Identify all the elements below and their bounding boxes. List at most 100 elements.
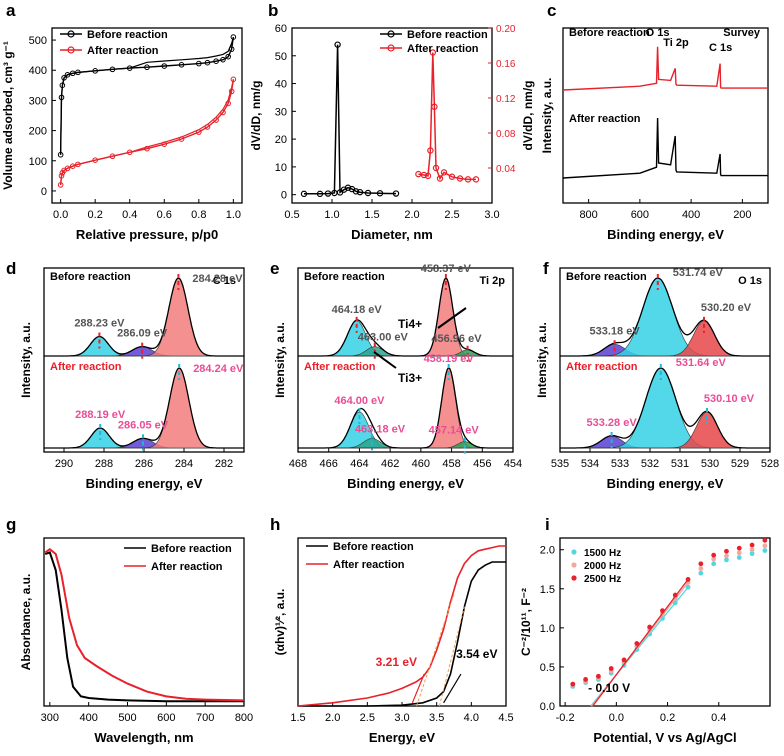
arrow	[373, 351, 397, 369]
data-point	[109, 66, 116, 73]
legend-marker	[387, 44, 395, 52]
series-line	[562, 46, 768, 91]
data-point	[75, 69, 81, 76]
x-tick-label: 290	[55, 458, 73, 470]
fit-peak	[560, 367, 770, 449]
data-point	[57, 182, 64, 188]
data-point	[316, 190, 324, 198]
y-tick-label: 0	[281, 190, 287, 202]
legend-label: Before reaction	[151, 543, 232, 555]
legend-label: 2500 Hz	[584, 574, 621, 585]
plot-frame	[562, 27, 769, 204]
data-point	[749, 542, 755, 548]
data-point	[109, 153, 116, 160]
fit-peak	[298, 438, 513, 449]
desorption-line	[60, 79, 234, 185]
data-point	[472, 176, 480, 183]
data-point	[230, 76, 237, 83]
tangent-line	[416, 593, 455, 707]
panel-h: h 1.5 2.0 2.5 3.0 3.5 4.0 4.5 Energy, eV (αhv)¹⁄²…	[270, 515, 514, 745]
legend-label: After reaction	[87, 45, 159, 57]
panel-d: d 290 288 286 284 282 Binding energy, eV Intens…	[6, 259, 245, 491]
envelope-line	[298, 277, 513, 357]
data-point	[228, 88, 235, 95]
data-point	[431, 103, 438, 110]
data-point	[92, 68, 98, 74]
data-point	[698, 570, 704, 576]
data-point	[420, 171, 428, 179]
x-tick-label: -0.2	[556, 712, 575, 724]
series-label: After reaction	[569, 113, 641, 125]
x-tick-label: 800	[235, 712, 253, 724]
data-point	[356, 188, 364, 196]
data-point	[92, 157, 98, 163]
panel-label: d	[6, 259, 16, 278]
panel-label: b	[268, 1, 278, 20]
x-tick-label: 4.5	[498, 712, 513, 724]
x-tick-label: 2.5	[444, 209, 459, 221]
x-axis-label: Binding energy, eV	[607, 476, 724, 491]
y-tick-label: 0.0	[540, 701, 555, 713]
x-tick-label: 4.0	[464, 712, 479, 724]
panel-e: e 468 466 464 462 460 458 456 454 Binding energy,…	[270, 259, 522, 491]
data-point	[698, 561, 704, 567]
data-point	[749, 547, 755, 553]
legend-marker	[571, 549, 577, 555]
x-axis-label: Energy, eV	[369, 730, 436, 745]
x-tick-label: 1.0	[324, 209, 339, 221]
data-point	[711, 556, 717, 562]
peak-label: 284.28 eV	[192, 273, 243, 285]
data-point	[300, 190, 308, 198]
y2-tick-label: 0.04	[496, 164, 516, 175]
y-axis-label: Intensity, a.u.	[535, 322, 549, 398]
x-tick-label: 0.8	[191, 209, 206, 221]
data-point	[59, 82, 66, 89]
panel-title: O 1s	[738, 275, 762, 287]
peak-label: 458.37 eV	[421, 263, 472, 275]
plot-frame	[297, 267, 514, 453]
peak-label: 286.09 eV	[117, 328, 168, 340]
panel-label: f	[543, 259, 549, 278]
x-tick-label: 2.5	[360, 712, 375, 724]
series-label: Before reaction	[569, 27, 650, 39]
flatband-label: - 0.10 V	[588, 681, 630, 695]
x-tick-label: 0.0	[53, 209, 68, 221]
y-tick-label: 200	[29, 126, 47, 138]
x-tick-label: 468	[289, 458, 307, 470]
y-tick-label: 30	[275, 106, 287, 118]
x-tick-label: 1.5	[364, 209, 379, 221]
data-point	[376, 190, 384, 197]
fit-line	[592, 579, 689, 707]
peak-label: 456.96 eV	[431, 333, 482, 345]
data-point	[724, 548, 729, 554]
data-point	[698, 566, 704, 571]
legend-label: Before reaction	[407, 29, 488, 41]
legend-marker	[571, 575, 577, 581]
x-tick-label: 0.0	[609, 712, 624, 724]
x-tick-label: 600	[157, 712, 175, 724]
data-point	[196, 129, 202, 135]
panel-label: g	[6, 515, 16, 534]
y-tick-label: 50	[275, 51, 287, 63]
legend-marker	[571, 562, 577, 568]
data-point	[230, 34, 237, 40]
legend-label: After reaction	[333, 559, 405, 571]
y-tick-label: 1.5	[540, 584, 555, 596]
data-point	[448, 173, 456, 180]
x-tick-label: 1.5	[290, 712, 305, 724]
series-line	[44, 547, 245, 702]
x-tick-label: 531	[671, 458, 689, 470]
series-line	[59, 79, 235, 185]
species-label: Ti4+	[398, 317, 422, 331]
data-point	[228, 46, 235, 52]
x-tick-label: 282	[215, 458, 233, 470]
annotation-arrow	[411, 673, 425, 704]
data-point	[608, 666, 614, 671]
data-point	[724, 557, 729, 563]
bandgap-label: 3.21 eV	[376, 655, 417, 669]
data-point	[220, 56, 226, 63]
species-label: Ti3+	[398, 371, 422, 385]
x-tick-label: 529	[731, 458, 749, 470]
plot-frame	[559, 537, 771, 707]
x-tick-label: 456	[473, 458, 491, 470]
